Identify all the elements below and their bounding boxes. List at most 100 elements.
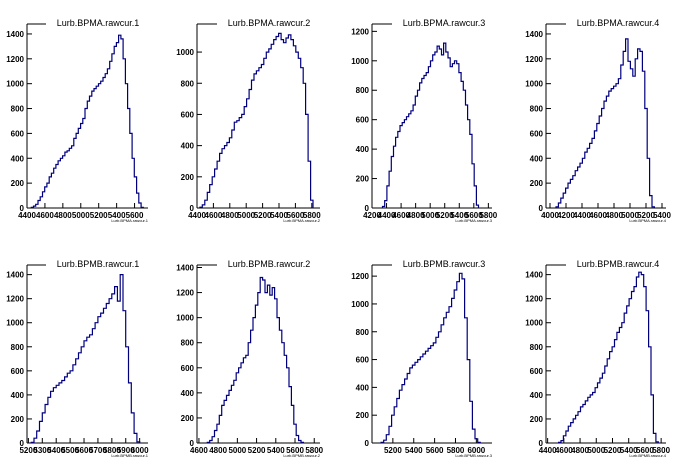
y-tick-label: 0 <box>539 439 544 448</box>
histogram-bin <box>459 273 462 443</box>
y-tick-label: 600 <box>530 129 544 138</box>
histogram-bin <box>236 373 238 443</box>
x-tick-label: 4600 <box>555 446 573 455</box>
histogram-bin <box>409 114 411 208</box>
histogram-bin <box>293 46 296 208</box>
histogram-panel: 0 200 400 600 800 1000 44004600480050005200540… <box>176 16 321 223</box>
histogram-bin <box>638 49 640 208</box>
histogram-bin <box>413 105 415 208</box>
histogram-line <box>199 32 314 208</box>
x-axis-caption: Lurb.BPMB.rawcur.1 <box>111 453 148 458</box>
histogram-bin <box>435 52 437 208</box>
histogram-bin <box>426 73 428 208</box>
y-tick-label: 1400 <box>525 271 543 280</box>
y-tick-label: 600 <box>11 129 25 138</box>
x-axis-caption: Lurb.BPMA.rawcur.1 <box>111 218 148 223</box>
histogram-bin <box>604 101 606 208</box>
x-tick-label: 5000 <box>228 446 246 455</box>
histogram-bin <box>234 380 236 443</box>
histogram-bin <box>116 43 118 208</box>
y-tick-label: 800 <box>356 328 370 337</box>
x-tick-label: 5800 <box>103 446 121 455</box>
y-tick-label: 1200 <box>525 295 543 304</box>
y-tick-label: 400 <box>181 389 195 398</box>
histogram-bin <box>104 308 107 443</box>
histogram-bin <box>76 133 78 208</box>
histogram-bin <box>457 282 460 443</box>
histogram-bin <box>442 55 444 208</box>
histogram-bin <box>242 114 245 208</box>
histogram-bin <box>402 385 405 443</box>
histogram-bin <box>602 109 604 209</box>
histogram-bin <box>256 71 259 208</box>
histogram-bin <box>112 54 114 208</box>
x-tick-label: 5400 <box>620 446 638 455</box>
histogram-bin <box>73 365 76 443</box>
chart-title: Lurb.BPMA.rawcur.2 <box>228 18 311 28</box>
x-tick-label: 4600 <box>205 211 223 220</box>
y-tick-label: 1000 <box>351 300 369 309</box>
histogram-bin <box>405 379 408 443</box>
histogram-bin <box>420 83 422 208</box>
chart-title: Lurb.BPMB.rawcur.2 <box>228 259 311 269</box>
y-tick-label: 600 <box>11 367 25 376</box>
chart-title: Lurb.BPMB.rawcur.1 <box>57 259 140 269</box>
histogram-bin <box>261 65 264 209</box>
histogram-bin <box>582 158 584 208</box>
histogram-bin <box>65 377 68 443</box>
histogram-bin <box>610 352 612 443</box>
histogram-bin <box>267 285 269 443</box>
histogram-bin <box>277 318 279 443</box>
title-box <box>217 257 321 271</box>
y-tick-label: 0 <box>190 204 195 213</box>
histogram-line <box>558 271 659 443</box>
histogram-bin <box>98 317 101 443</box>
y-tick-label: 0 <box>539 204 544 213</box>
histogram-bin <box>284 43 287 208</box>
y-tick-label: 800 <box>181 79 195 88</box>
histogram-bin <box>580 163 582 208</box>
y-tick-label: 1000 <box>176 314 194 323</box>
x-tick-label: 4400 <box>18 211 36 220</box>
x-tick-label: 5000 <box>587 446 605 455</box>
histogram-line <box>30 274 141 443</box>
histogram-bin <box>239 118 242 208</box>
histogram-bin <box>56 385 59 443</box>
histogram-bin <box>90 96 92 208</box>
x-tick-label: 4800 <box>571 446 589 455</box>
histogram-bin <box>251 330 253 443</box>
histogram-bin <box>231 385 233 443</box>
histogram-bin <box>101 313 104 443</box>
histogram-bin <box>67 373 70 443</box>
histogram-bin <box>229 138 232 208</box>
histogram-bin <box>60 158 62 208</box>
x-tick-label: 5400 <box>270 211 288 220</box>
histogram-bin <box>407 117 409 208</box>
histogram-bin <box>63 156 65 208</box>
histogram-bin <box>593 393 595 444</box>
histogram-bin <box>53 388 56 443</box>
histogram-bin <box>635 59 637 208</box>
histogram-bin <box>411 111 413 208</box>
histogram-line <box>381 42 480 208</box>
histogram-bin <box>265 293 267 443</box>
histogram-bin <box>452 298 455 443</box>
histogram-bin <box>115 287 118 443</box>
histogram-bin <box>121 39 123 208</box>
x-tick-label: 5200 <box>637 211 655 220</box>
histogram-bin <box>415 362 418 443</box>
y-tick-label: 400 <box>11 391 25 400</box>
histogram-bin <box>585 401 587 443</box>
y-tick-label: 1000 <box>6 319 24 328</box>
title-box <box>392 257 496 271</box>
y-tick-label: 1200 <box>525 55 543 64</box>
x-tick-label: 5800 <box>305 446 323 455</box>
x-tick-label: 5800 <box>303 211 321 220</box>
histogram-bin <box>275 299 277 443</box>
x-tick-label: 5200 <box>248 446 266 455</box>
histogram-bin <box>466 105 468 208</box>
histogram-bin <box>99 84 101 208</box>
histogram-panel: 0 200 400 600 800 1000 1200 1400 520053005400550… <box>6 257 150 458</box>
histogram-bin <box>634 287 636 443</box>
